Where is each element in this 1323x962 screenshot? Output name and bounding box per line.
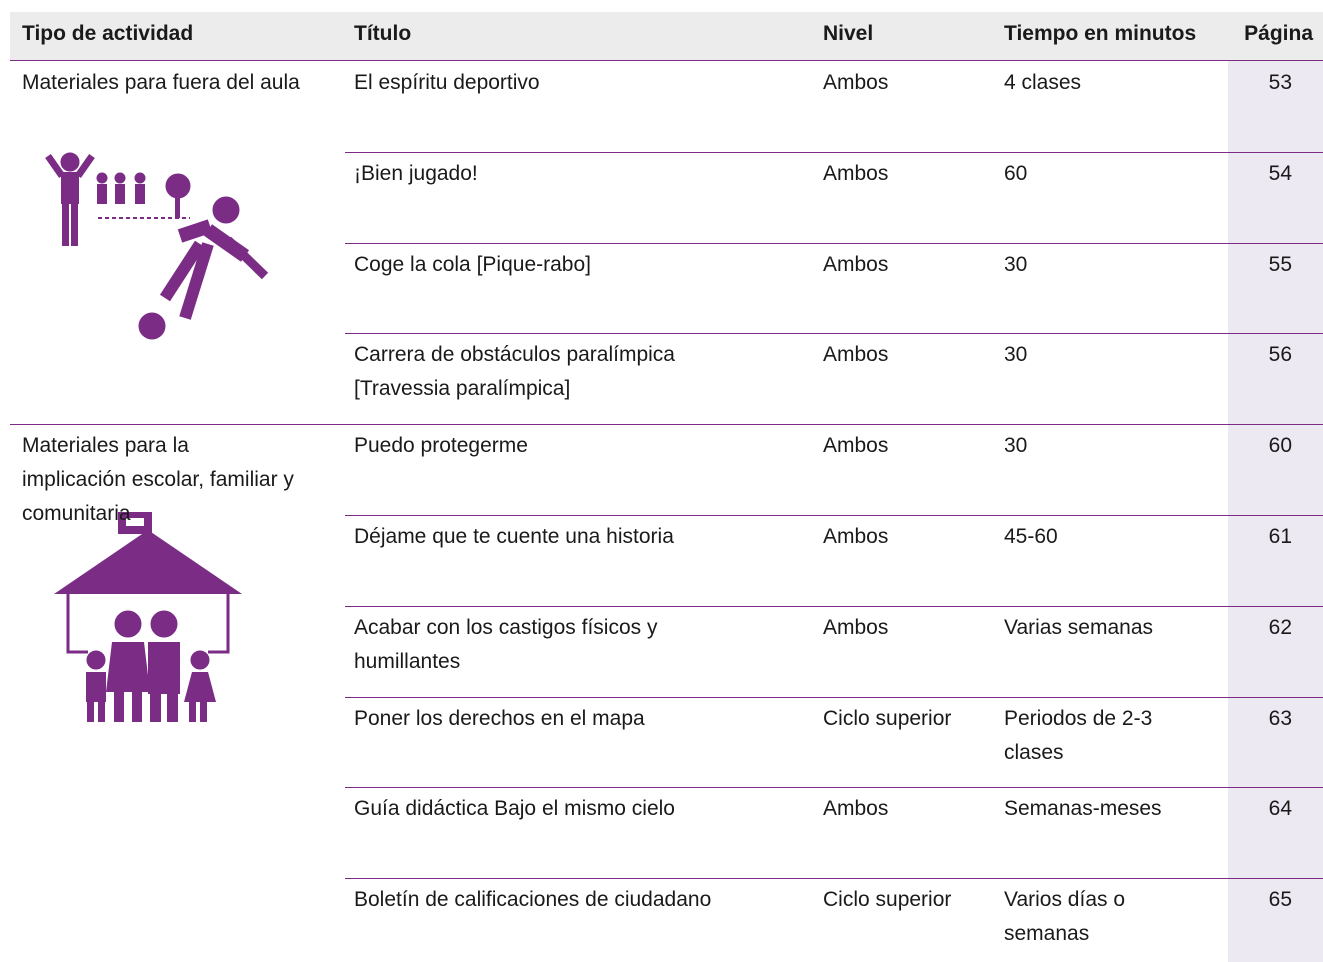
level-cell: Ambos	[823, 161, 889, 185]
row-rule	[345, 151, 1323, 153]
family-icon	[54, 512, 242, 722]
time-cell: Periodos de 2-3 clases	[1004, 706, 1153, 764]
time-cell: 4 clases	[1004, 71, 1082, 94]
level-cell: Ambos	[823, 525, 889, 548]
group-label: Materiales para la implicación escolar, …	[22, 434, 294, 526]
page-cell: 60	[1268, 434, 1292, 458]
title-cell: Poner los derechos en el mapa	[354, 706, 645, 730]
time-cell: Varios días o semanas	[1004, 888, 1126, 946]
page-cell: 64	[1268, 797, 1292, 821]
row-rule	[345, 605, 1323, 607]
time-cell: 45-60	[1004, 525, 1058, 548]
header-cell: Título	[354, 22, 412, 45]
time-cell: Varias semanas	[1004, 615, 1154, 639]
title-cell: ¡Bien jugado!	[354, 161, 478, 185]
header-background	[10, 12, 1323, 60]
row-rule	[345, 696, 1323, 698]
page-cell: 53	[1268, 71, 1292, 94]
page-cell: 65	[1268, 888, 1292, 912]
page-cell: 63	[1268, 706, 1292, 730]
level-cell: Ambos	[823, 797, 889, 821]
group-rule	[10, 424, 1323, 426]
row-rule	[345, 878, 1323, 880]
title-cell: Déjame que te cuente una historia	[354, 525, 674, 548]
title-cell: Acabar con los castigos físicos y humill…	[354, 615, 658, 673]
level-cell: Ambos	[823, 343, 889, 367]
header-cell: Tiempo en minutos	[1004, 22, 1197, 45]
page-cell: 54	[1268, 161, 1292, 185]
group-label: Materiales para fuera del aula	[22, 71, 300, 94]
page-cell: 55	[1268, 252, 1292, 276]
level-cell: Ambos	[823, 615, 889, 639]
page-column-background	[1228, 61, 1323, 962]
sports-icon	[45, 152, 269, 340]
header-rule	[10, 60, 1323, 61]
title-cell: Boletín de calificaciones de ciudadano	[354, 888, 712, 912]
level-cell: Ambos	[823, 252, 889, 276]
row-rule	[345, 333, 1323, 335]
page-cell: 61	[1268, 525, 1292, 548]
time-cell: 30	[1004, 434, 1028, 458]
row-rule	[345, 242, 1323, 244]
level-cell: Ambos	[823, 71, 889, 94]
title-cell: Guía didáctica Bajo el mismo cielo	[354, 797, 675, 821]
level-cell: Ciclo superior	[823, 888, 952, 912]
time-cell: Semanas-meses	[1004, 797, 1162, 821]
header-cell: Página	[1244, 22, 1313, 45]
header-cell: Nivel	[823, 22, 874, 45]
title-cell: El espíritu deportivo	[354, 71, 540, 94]
time-cell: 30	[1004, 343, 1028, 367]
level-cell: Ambos	[823, 434, 889, 458]
title-cell: Puedo protegerme	[354, 434, 528, 458]
time-cell: 60	[1004, 161, 1028, 185]
title-cell: Coge la cola [Pique-rabo]	[354, 252, 591, 276]
title-cell: Carrera de obstáculos paralímpica [Trave…	[354, 343, 675, 401]
header-cell: Tipo de actividad	[22, 22, 194, 45]
time-cell: 30	[1004, 252, 1028, 276]
row-rule	[345, 787, 1323, 789]
page-cell: 56	[1268, 343, 1292, 367]
level-cell: Ciclo superior	[823, 706, 952, 730]
row-rule	[345, 515, 1323, 516]
page-cell: 62	[1268, 615, 1292, 639]
